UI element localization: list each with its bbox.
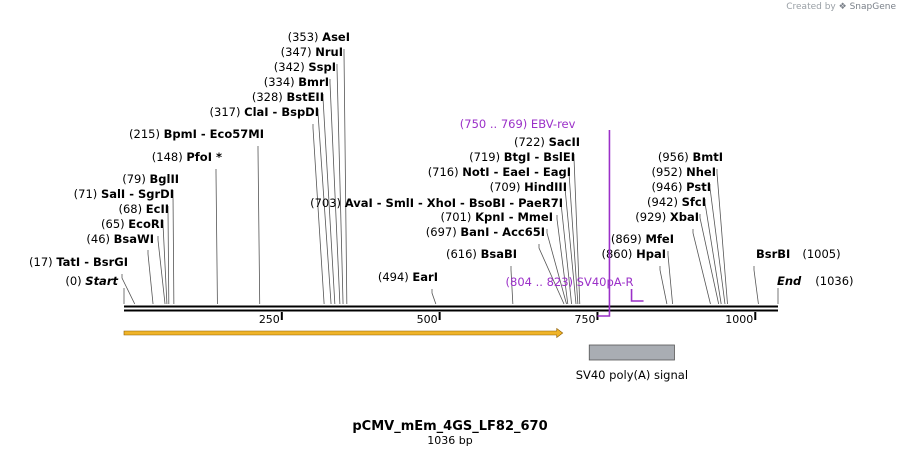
ruler-tick-label: 1000 xyxy=(725,313,753,326)
backbone xyxy=(124,305,778,312)
site-label: (869) MfeI xyxy=(611,232,674,246)
site-label: (215) BpmI - Eco57MI xyxy=(129,127,264,141)
features: SV40 poly(A) signal xyxy=(576,344,688,382)
site-line xyxy=(709,184,726,305)
site-line xyxy=(716,169,728,305)
site-line xyxy=(753,266,759,305)
end-label: End (1036) xyxy=(777,274,854,288)
site-label: (347) NruI xyxy=(281,45,343,59)
site-label: (956) BmtI xyxy=(658,150,723,164)
ruler-tick-label: 750 xyxy=(574,313,595,326)
site-line xyxy=(215,169,218,305)
site-label: (722) SacII xyxy=(514,135,580,149)
site-line xyxy=(147,250,154,305)
site-label: (716) NotI - EaeI - EagI xyxy=(428,165,571,179)
orf-arrow xyxy=(123,327,564,339)
site-label: (703) AvaI - SmlI - XhoI - BsoBI - PaeR7… xyxy=(310,196,563,210)
site-label: (353) AseI xyxy=(288,30,350,44)
site-line xyxy=(692,229,711,305)
site-label: BsrBI (1005) xyxy=(756,247,841,261)
site-label: (952) NheI xyxy=(652,165,716,179)
site-line xyxy=(704,199,722,305)
feature-label: SV40 poly(A) signal xyxy=(576,368,688,382)
orf-arrow-shape xyxy=(123,327,564,339)
ruler: 250 500 750 1000 xyxy=(259,312,757,326)
primers: (750 .. 769) EBV-rev (804 .. 823) SV40pA-… xyxy=(460,117,644,317)
site-line xyxy=(556,215,569,305)
site-label: (929) XbaI xyxy=(635,210,699,224)
site-line xyxy=(343,49,348,305)
primer-sv40pa-r xyxy=(630,289,644,302)
site-label: (68) EcII xyxy=(119,202,170,216)
start-label: (0) Start xyxy=(65,274,118,288)
site-label: (942) SfcI xyxy=(647,195,706,209)
site-label: (946) PstI xyxy=(652,180,711,194)
site-label: (71) SalI - SgrDI xyxy=(74,187,174,201)
credit-text: Created by xyxy=(786,2,836,12)
site-label: (697) BanI - Acc65I xyxy=(426,225,545,239)
site-label: (334) BmrI xyxy=(264,75,329,89)
site-line xyxy=(560,199,572,305)
site-line xyxy=(157,236,166,305)
site-label: (148) PfoI * xyxy=(152,150,222,164)
site-line xyxy=(538,244,565,305)
site-line xyxy=(317,109,332,305)
primer-label: (750 .. 769) EBV-rev xyxy=(460,117,576,131)
site-line xyxy=(322,94,336,305)
site-label: (342) SspI xyxy=(274,60,336,74)
site-label: (701) KpnI - MmeI xyxy=(441,210,554,224)
primer-label: (804 .. 823) SV40pA-R xyxy=(506,275,634,289)
site-label: (494) EarI xyxy=(378,270,438,284)
site-label: (328) BstEII xyxy=(252,90,324,104)
credit: Created by ❖ SnapGene xyxy=(786,2,896,12)
site-label: (709) HindIII xyxy=(490,180,567,194)
site-line xyxy=(510,266,514,305)
site-line xyxy=(546,229,567,305)
site-labels: (17) TatI - BsrGI (46) BsaWI(65) EcoRI(68… xyxy=(29,30,854,304)
site-label: (65) EcoRI xyxy=(101,217,164,231)
site-line xyxy=(336,64,344,305)
site-line xyxy=(659,266,668,305)
site-label: (79) BglII xyxy=(122,172,179,186)
site-line xyxy=(312,124,325,305)
site-label: (317) ClaI - BspDI xyxy=(210,105,319,119)
site-label: (46) BsaWI xyxy=(86,232,154,246)
site-leader-lines xyxy=(121,49,759,305)
site-line xyxy=(121,274,136,305)
site-label: (17) TatI - BsrGI xyxy=(29,255,128,269)
snapgene-logo-icon: ❖ xyxy=(838,2,847,12)
site-line xyxy=(162,220,168,305)
site-line xyxy=(257,146,261,305)
site-line xyxy=(699,214,720,305)
site-line xyxy=(172,190,175,305)
site-line xyxy=(564,184,577,305)
site-line xyxy=(329,79,341,305)
site-label: (719) BtgI - BslEI xyxy=(469,150,575,164)
site-line xyxy=(667,251,673,305)
site-line xyxy=(568,169,579,305)
site-line xyxy=(167,206,170,305)
feature-box xyxy=(588,344,675,361)
primer-ebv-rev xyxy=(597,130,611,317)
site-label: (860) HpaI xyxy=(602,247,667,261)
plasmid-name: pCMV_mEm_4GS_LF82_670 xyxy=(352,419,547,434)
credit-app: SnapGene xyxy=(849,2,896,12)
ruler-tick-label: 500 xyxy=(417,313,438,326)
plasmid-length: 1036 bp xyxy=(427,434,472,447)
site-label: (616) BsaBI xyxy=(446,247,517,261)
site-line xyxy=(431,289,437,305)
ruler-tick-label: 250 xyxy=(259,313,280,326)
site-line xyxy=(573,154,581,305)
